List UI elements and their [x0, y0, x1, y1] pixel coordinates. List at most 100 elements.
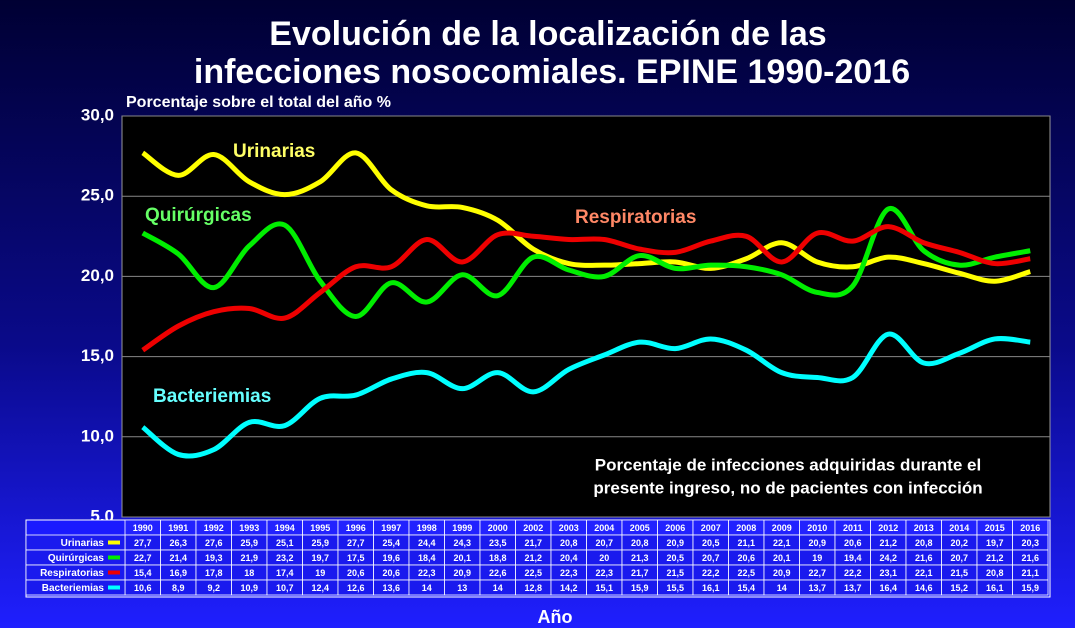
table-value: 19: [812, 553, 822, 563]
table-value: 27,7: [134, 538, 152, 548]
table-value: 13,6: [382, 583, 400, 593]
table-value: 18,4: [418, 553, 436, 563]
table-value: 23,2: [276, 553, 294, 563]
table-header: 2013: [914, 523, 934, 533]
table-header: 2007: [701, 523, 721, 533]
table-value: 20,6: [347, 568, 365, 578]
table-value: 8,9: [172, 583, 185, 593]
table-value: 25,4: [382, 538, 400, 548]
table-value: 22,1: [773, 538, 791, 548]
y-tick-label: 30,0: [81, 105, 114, 124]
table-value: 18,8: [489, 553, 507, 563]
table-header: 2006: [665, 523, 685, 533]
table-header: 1992: [204, 523, 224, 533]
table-value: 25,1: [276, 538, 294, 548]
table-value: 16,4: [879, 583, 897, 593]
table-value: 20,7: [702, 553, 720, 563]
table-value: 15,1: [595, 583, 613, 593]
table-value: 21,4: [169, 553, 187, 563]
table-value: 22,7: [808, 568, 826, 578]
legend-label: Urinarias: [61, 538, 105, 549]
series-label: Respiratorias: [575, 207, 696, 228]
series-line: [141, 224, 1031, 353]
table-value: 14: [422, 583, 432, 593]
table-header: 2002: [523, 523, 543, 533]
table-header: 1991: [168, 523, 188, 533]
table-value: 20,8: [560, 538, 578, 548]
table-value: 20,4: [560, 553, 578, 563]
table-value: 24,3: [453, 538, 471, 548]
legend-label: Quirúrgicas: [48, 553, 105, 564]
table-value: 15,2: [950, 583, 968, 593]
table-value: 20,9: [453, 568, 471, 578]
table-value: 15,4: [737, 583, 755, 593]
table-value: 18: [244, 568, 254, 578]
table-value: 22,1: [915, 568, 933, 578]
table-value: 20,1: [773, 553, 791, 563]
table-header: 2011: [843, 523, 863, 533]
table-value: 20,6: [737, 553, 755, 563]
legend-label: Bacteriemias: [42, 583, 105, 594]
table-value: 14: [493, 583, 503, 593]
table-value: 21,6: [1021, 553, 1039, 563]
table-value: 20,6: [844, 538, 862, 548]
x-axis-label: Año: [538, 607, 573, 627]
table-header: 1995: [310, 523, 330, 533]
table-value: 14: [777, 583, 787, 593]
table-value: 17,8: [205, 568, 223, 578]
table-value: 21,2: [986, 553, 1004, 563]
table-value: 15,4: [134, 568, 152, 578]
table-value: 22,2: [702, 568, 720, 578]
table-value: 21,5: [950, 568, 968, 578]
table-value: 20,9: [773, 568, 791, 578]
table-value: 21,1: [737, 538, 755, 548]
table-value: 21,3: [631, 553, 649, 563]
table-value: 10,7: [276, 583, 294, 593]
table-value: 20,8: [631, 538, 649, 548]
y-tick-label: 20,0: [81, 266, 114, 285]
table-value: 20,9: [666, 538, 684, 548]
table-value: 14,2: [560, 583, 578, 593]
series-label: Quirúrgicas: [145, 205, 252, 226]
table-header: 2010: [807, 523, 827, 533]
table-value: 19,6: [382, 553, 400, 563]
table-header: 1993: [239, 523, 259, 533]
table-header: 1994: [275, 523, 295, 533]
table-value: 20,3: [1021, 538, 1039, 548]
table-value: 16,1: [986, 583, 1004, 593]
table-header: 2015: [985, 523, 1005, 533]
table-value: 13: [457, 583, 467, 593]
table-value: 23,5: [489, 538, 507, 548]
table-value: 21,6: [915, 553, 933, 563]
table-value: 15,5: [666, 583, 684, 593]
table-cell: [1012, 579, 1049, 596]
table-value: 19: [315, 568, 325, 578]
table-value: 21,7: [631, 568, 649, 578]
table-value: 16,1: [702, 583, 720, 593]
table-header: 1997: [381, 523, 401, 533]
table-value: 20,5: [702, 538, 720, 548]
table-value: 22,6: [489, 568, 507, 578]
table-value: 21,5: [666, 568, 684, 578]
table-value: 19,7: [986, 538, 1004, 548]
table-header: 2005: [630, 523, 650, 533]
table-value: 10,6: [134, 583, 152, 593]
table-header: 1998: [417, 523, 437, 533]
table-value: 26,3: [169, 538, 187, 548]
chart-title: Evolución de la localización de las: [269, 15, 826, 53]
table-header: 2014: [949, 523, 969, 533]
table-value: 12,4: [311, 583, 329, 593]
table-value: 20,7: [595, 538, 613, 548]
table-value: 27,7: [347, 538, 365, 548]
series-label: Bacteriemias: [153, 386, 271, 407]
table-header: 1990: [133, 523, 153, 533]
table-header: 1999: [452, 523, 472, 533]
y-tick-label: 15,0: [81, 346, 114, 365]
table-value: 20,8: [915, 538, 933, 548]
table-value: 20: [599, 553, 609, 563]
subtitle: Porcentaje sobre el total del año %: [126, 94, 391, 111]
table-header: 2016: [1020, 523, 1040, 533]
table-value: 22,3: [595, 568, 613, 578]
